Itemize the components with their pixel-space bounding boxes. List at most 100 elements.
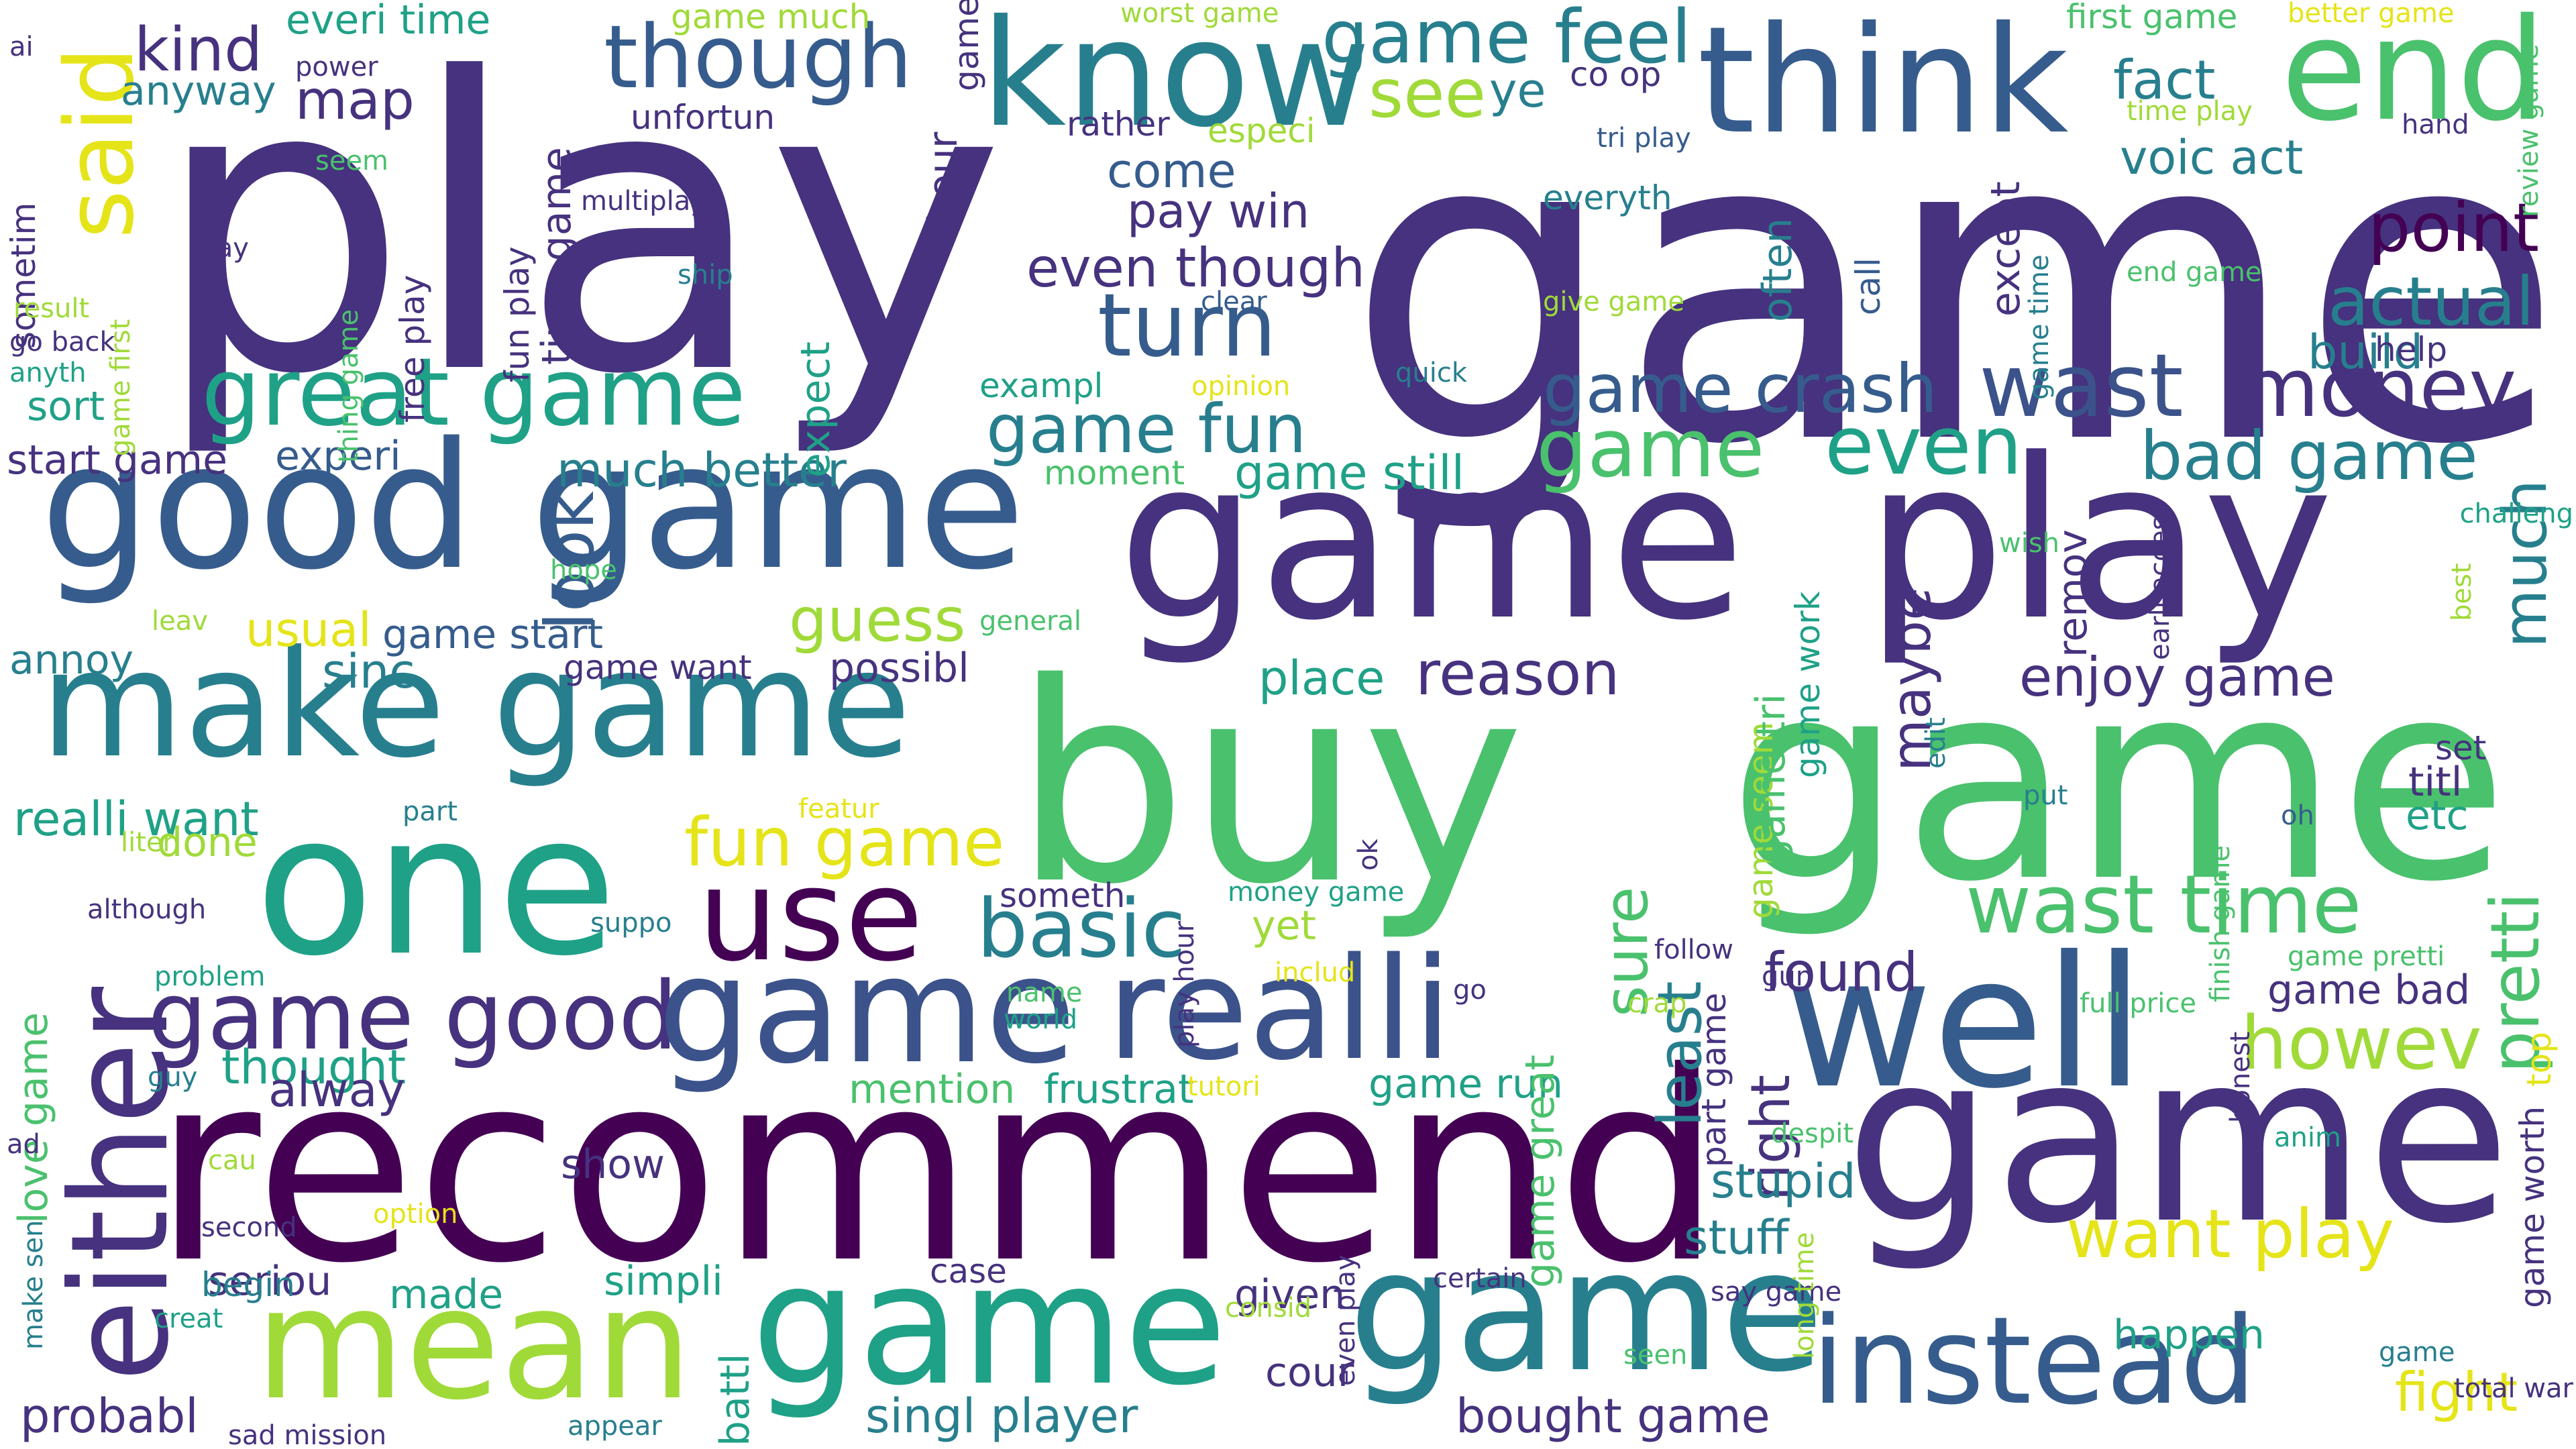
- cloud-word: often: [1754, 217, 1801, 322]
- cloud-word: put: [2023, 780, 2068, 811]
- cloud-word: honest: [2225, 1031, 2256, 1123]
- cloud-word: see: [1368, 54, 1487, 133]
- cloud-word: quick: [1395, 358, 1468, 388]
- cloud-word: well: [1784, 917, 2145, 1128]
- cloud-word: game: [947, 0, 986, 91]
- cloud-word: game much: [671, 0, 871, 36]
- cloud-word: mean: [255, 1255, 693, 1434]
- cloud-word: pay win: [1127, 184, 1310, 239]
- cloud-word: come: [1107, 144, 1236, 199]
- cloud-word: moment: [1044, 453, 1185, 492]
- cloud-word: game fun: [986, 390, 1307, 468]
- cloud-word: power: [295, 52, 378, 83]
- cloud-word: call: [1849, 258, 1888, 315]
- cloud-word: game start: [382, 611, 604, 658]
- cloud-word: game great: [1517, 1055, 1564, 1288]
- cloud-word: play: [1865, 411, 2334, 669]
- cloud-word: battl: [712, 1353, 759, 1446]
- cloud-word: seen: [1623, 1340, 1688, 1371]
- cloud-word: gun: [1762, 961, 1813, 992]
- cloud-word: time play: [2127, 96, 2253, 127]
- cloud-word: game: [1348, 1214, 1825, 1409]
- cloud-word: realli want: [13, 792, 259, 847]
- cloud-word: game worth: [2513, 1106, 2552, 1308]
- cloud-word: probabl: [20, 1389, 199, 1444]
- cloud-word: instead: [1811, 1291, 2257, 1432]
- cloud-word: remov: [2049, 529, 2096, 657]
- cloud-word: wast time: [1966, 859, 2362, 952]
- cloud-word: part game: [1695, 992, 1733, 1167]
- cloud-word: game: [1118, 411, 1746, 669]
- cloud-word: worst game: [1120, 0, 1279, 29]
- cloud-word: game still: [1234, 445, 1465, 500]
- cloud-word: annoy: [9, 637, 134, 684]
- cloud-word: end game: [2127, 257, 2262, 288]
- cloud-word: co op: [1570, 55, 1662, 94]
- cloud-word: earli access: [2145, 502, 2176, 660]
- cloud-word: leav: [152, 606, 208, 637]
- cloud-word: one: [255, 773, 617, 999]
- cloud-word: sinc: [322, 644, 415, 699]
- cloud-word: time game: [533, 147, 580, 365]
- cloud-word: crap: [1627, 988, 1687, 1019]
- cloud-word: basic: [977, 883, 1186, 976]
- cloud-word: wish: [1999, 528, 2060, 559]
- cloud-word: set: [2435, 729, 2487, 767]
- cloud-word: rather: [1067, 105, 1170, 144]
- cloud-word: buy: [1013, 624, 1525, 945]
- cloud-word: best: [2447, 563, 2477, 621]
- cloud-word: problem: [154, 961, 266, 992]
- cloud-word: includ: [1275, 957, 1356, 988]
- cloud-word: point: [2368, 189, 2540, 267]
- cloud-word: play: [153, 0, 1006, 462]
- cloud-word: multiplay: [581, 186, 706, 217]
- cloud-word: possibl: [829, 645, 969, 692]
- cloud-word: good game: [40, 406, 1026, 608]
- cloud-word: review game: [2514, 44, 2544, 217]
- cloud-word: second: [201, 1212, 297, 1243]
- cloud-word: long time: [1789, 1232, 1820, 1359]
- cloud-word: general: [979, 606, 1082, 637]
- cloud-word: ship: [678, 260, 733, 290]
- cloud-word: alway: [268, 1063, 405, 1118]
- cloud-word: given: [1234, 1271, 1346, 1318]
- cloud-word: bought game: [1456, 1389, 1770, 1444]
- cloud-word: even: [1825, 400, 2023, 493]
- cloud-word: frustrat: [1044, 1066, 1194, 1113]
- cloud-word: expect: [792, 341, 839, 478]
- cloud-word: happen: [2113, 1311, 2265, 1358]
- cloud-word: clear: [1201, 286, 1267, 317]
- cloud-word: result: [13, 293, 90, 324]
- cloud-word: fun game: [684, 803, 1005, 881]
- cloud-word: great game: [201, 338, 746, 447]
- cloud-word: reason: [1415, 639, 1620, 709]
- cloud-word: place: [1258, 651, 1385, 706]
- cloud-word: someth: [1000, 876, 1126, 915]
- cloud-word: show: [561, 1141, 665, 1188]
- cloud-word: everyth: [1543, 178, 1672, 217]
- cloud-word: despit: [1771, 1118, 1854, 1149]
- cloud-word: world: [1004, 1004, 1078, 1035]
- cloud-word: case: [930, 1252, 1007, 1291]
- cloud-word: fact: [2113, 49, 2216, 111]
- cloud-word: game feel: [1322, 0, 1692, 80]
- cloud-word: suppo: [590, 908, 672, 938]
- cloud-word: start game: [7, 437, 228, 484]
- cloud-word: hand: [2402, 109, 2469, 140]
- cloud-word: creat: [154, 1303, 223, 1334]
- cloud-word: especi: [1208, 111, 1316, 150]
- cloud-word: make sen: [18, 1220, 49, 1350]
- cloud-word: anim: [2274, 1122, 2341, 1153]
- cloud-word: enjoy game: [2019, 646, 2335, 708]
- cloud-word: challeng: [2459, 498, 2573, 529]
- cloud-word: experi: [275, 433, 401, 480]
- cloud-word: titl: [2408, 759, 2463, 806]
- cloud-word: made: [389, 1271, 504, 1318]
- cloud-word: appear: [568, 1411, 662, 1442]
- cloud-word: game pretti: [2288, 941, 2445, 972]
- cloud-word: thought: [221, 1040, 407, 1095]
- cloud-word: game: [2379, 1337, 2455, 1368]
- cloud-word: game crash: [1543, 350, 1938, 428]
- cloud-word: option: [373, 1199, 458, 1230]
